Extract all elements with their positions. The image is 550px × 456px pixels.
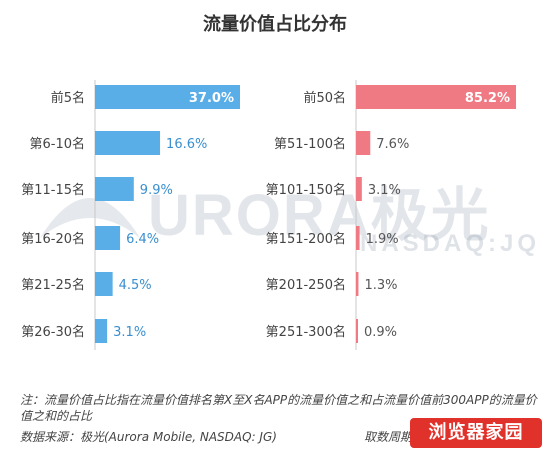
- data-source: 数据来源：极光(Aurora Mobile, NASDAQ: JG): [20, 430, 277, 444]
- chart-note: 注：流量价值占比指在流量价值排名第X至X名APP的流量价值之和占流量价值前300…: [20, 393, 537, 423]
- bar: [95, 226, 121, 250]
- chart-title: 流量价值占比分布: [203, 14, 347, 35]
- category-label: 第26-30名: [21, 324, 85, 340]
- right-bar-chart: 前50名 85.2% 第51-100名 7.6% 第101-150名 3.1% 第151-2…: [266, 80, 516, 350]
- value-label: 85.2%: [465, 91, 510, 106]
- value-label: 0.9%: [364, 325, 397, 340]
- category-label: 第11-15名: [21, 182, 85, 198]
- value-label: 16.6%: [166, 137, 207, 152]
- value-label: 3.1%: [113, 325, 146, 340]
- value-label: 6.4%: [126, 232, 159, 247]
- bar: [356, 319, 358, 343]
- category-label: 第6-10名: [29, 136, 85, 152]
- category-label: 第151-200名: [266, 231, 346, 247]
- bar: [356, 85, 516, 109]
- category-label: 第21-25名: [21, 277, 85, 293]
- bar: [356, 226, 360, 250]
- category-label: 第201-250名: [266, 277, 346, 293]
- category-label: 前5名: [51, 90, 85, 106]
- bar-charts: 前5名 37.0% 第6-10名 16.6% 第11-15名 9.9% 第16-20名 6.4…: [21, 80, 516, 350]
- value-label: 1.3%: [364, 278, 397, 293]
- value-label: 1.9%: [366, 232, 399, 247]
- category-label: 第251-300名: [266, 324, 346, 340]
- bar: [95, 131, 161, 155]
- bar: [356, 272, 359, 296]
- category-label: 第101-150名: [266, 182, 346, 198]
- value-label: 37.0%: [189, 91, 234, 106]
- value-label: 4.5%: [119, 278, 152, 293]
- bar: [95, 85, 240, 109]
- bar: [95, 177, 134, 201]
- bar: [95, 272, 113, 296]
- value-label: 9.9%: [140, 183, 173, 198]
- bar: [356, 177, 362, 201]
- value-label: 7.6%: [376, 137, 409, 152]
- category-label: 前50名: [303, 90, 346, 106]
- site-badge: 浏览器家园: [410, 418, 542, 448]
- value-label: 3.1%: [368, 183, 401, 198]
- category-label: 第16-20名: [21, 231, 85, 247]
- left-bar-chart: 前5名 37.0% 第6-10名 16.6% 第11-15名 9.9% 第16-20名 6.4…: [21, 80, 240, 350]
- category-label: 第51-100名: [274, 136, 346, 152]
- bar: [356, 131, 371, 155]
- bar: [95, 319, 108, 343]
